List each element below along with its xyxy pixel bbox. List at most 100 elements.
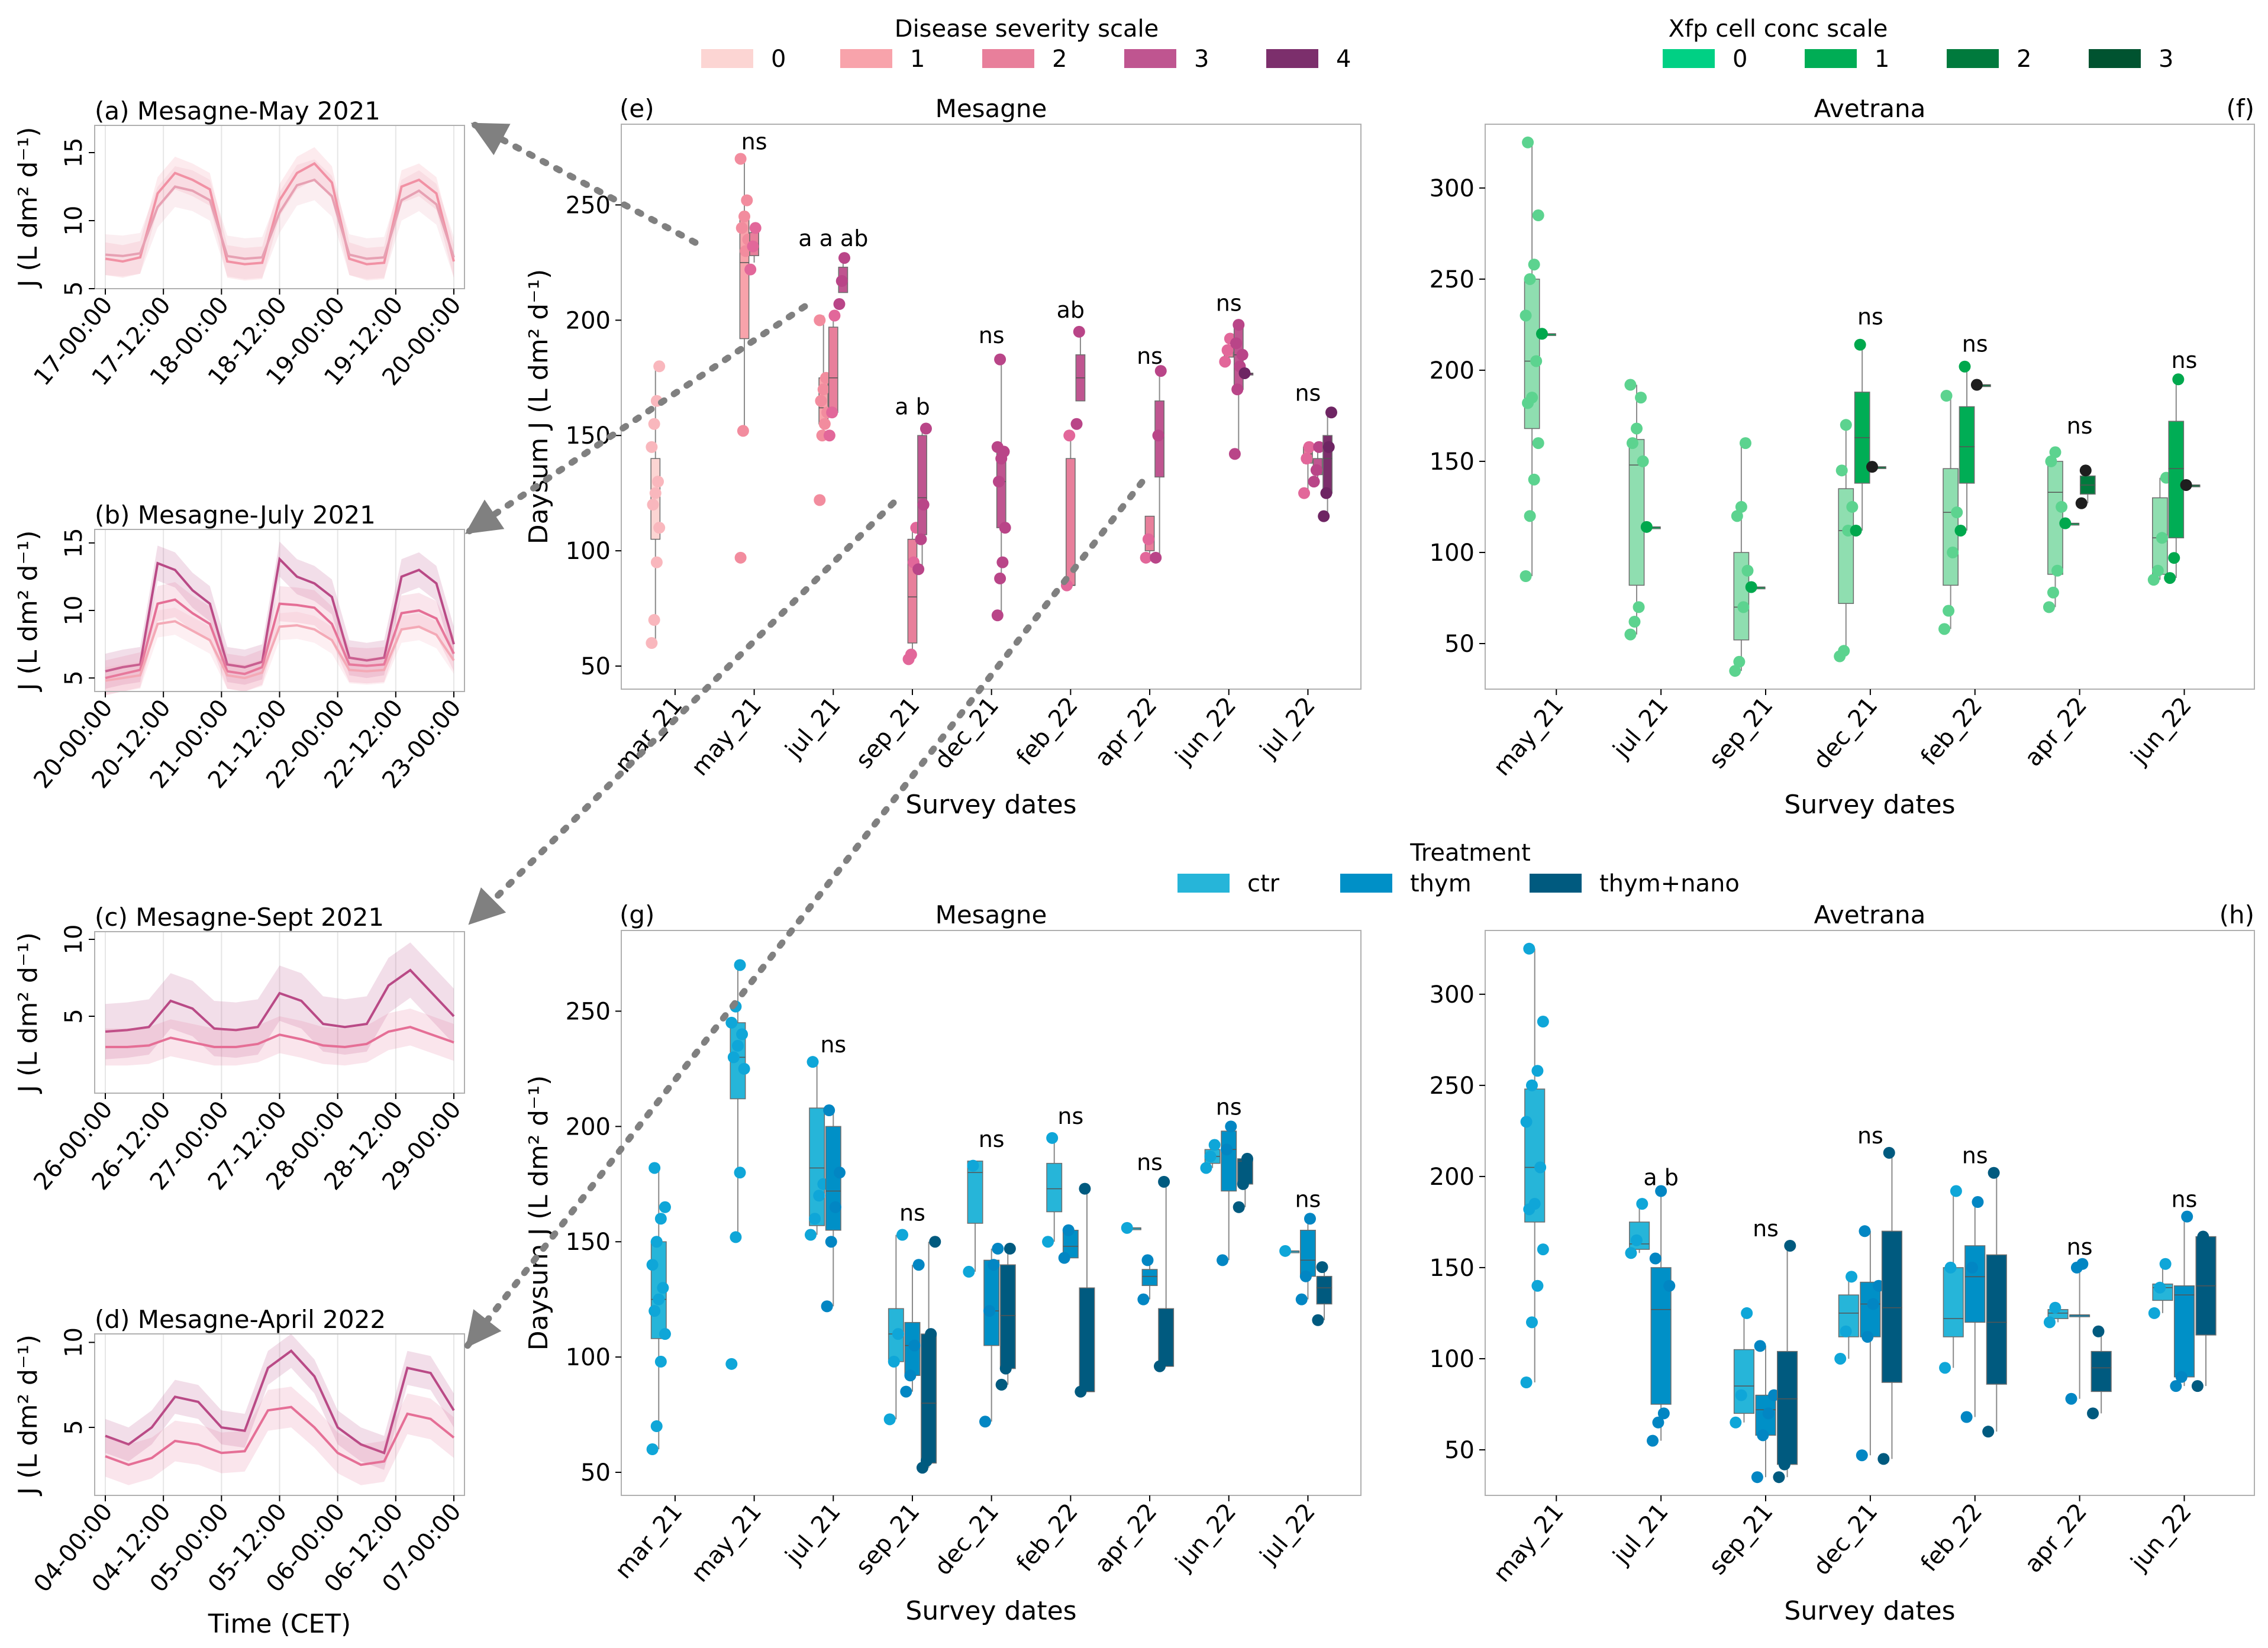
data-point: [2180, 479, 2192, 491]
data-point: [1152, 429, 1164, 442]
x-tick-label: feb_22: [1915, 1498, 1988, 1577]
data-point: [1834, 1352, 1847, 1365]
data-point: [963, 1265, 975, 1278]
box-feb_22-3: [1070, 325, 1086, 430]
y-axis-label: J (L dm² d⁻¹): [13, 127, 43, 289]
x-tick-label: jul_21: [780, 1498, 846, 1570]
data-point: [1866, 461, 1878, 473]
significance-label: ns: [1216, 1094, 1242, 1120]
box-apr_22-thym: [1137, 1254, 1158, 1306]
y-axis-label: J (L dm² d⁻¹): [13, 932, 43, 1094]
y-tick-label: 250: [566, 192, 611, 219]
box: [921, 1333, 937, 1464]
x-tick-label: may_21: [1488, 1498, 1569, 1588]
box-sep_21-ctr: [883, 1229, 909, 1426]
y-axis-label: J (L dm² d⁻¹): [13, 530, 43, 692]
data-point: [1751, 1471, 1763, 1484]
data-point: [1531, 1279, 1544, 1292]
data-point: [1735, 500, 1747, 513]
data-point: [1137, 1293, 1150, 1306]
data-point: [1322, 441, 1335, 453]
data-point: [1773, 1471, 1785, 1484]
series-line: [105, 557, 455, 673]
x-tick-label: jun_22: [2125, 692, 2197, 770]
x-tick-label: apr_22: [1089, 692, 1162, 772]
data-point: [731, 1039, 744, 1052]
box: [1943, 1267, 1964, 1337]
data-point: [1241, 1152, 1253, 1165]
confidence-band: [105, 1009, 454, 1066]
data-point: [650, 1420, 663, 1433]
data-point: [912, 563, 925, 576]
data-point: [1141, 1254, 1154, 1266]
box-jul_21-thym: [821, 1104, 846, 1313]
severity-legend-swatch: [840, 49, 892, 68]
data-point: [1303, 441, 1315, 453]
data-point: [1308, 476, 1320, 488]
data-point: [1729, 665, 1741, 677]
data-point: [1519, 570, 1532, 582]
box-jul_22-thym+nano: [1312, 1261, 1333, 1326]
data-point: [1042, 1236, 1054, 1248]
treatment-legend-label: ctr: [1247, 870, 1280, 897]
data-point: [1784, 1239, 1796, 1252]
box-dec_21-0: [1834, 419, 1859, 663]
significance-label: ns: [1753, 1216, 1779, 1242]
data-point: [1526, 392, 1538, 404]
data-point: [1840, 419, 1852, 431]
data-point: [2043, 601, 2055, 613]
significance-label: ns: [1857, 303, 1883, 329]
y-tick-label: 150: [566, 1229, 611, 1256]
panels: 5101517-00:0017-12:0018-00:0018-12:0019-…: [13, 94, 2255, 1639]
data-point: [2191, 1380, 2204, 1392]
y-tick-label: 200: [566, 1113, 611, 1140]
y-axis-label-group: Daysum J (L dm² d⁻¹): [524, 269, 554, 545]
x-tick-label: jul_22: [1254, 692, 1321, 764]
x-axis-label: Survey dates: [1784, 1596, 1955, 1626]
data-point: [1142, 533, 1154, 545]
series-line: [105, 968, 455, 1033]
data-point: [1636, 1198, 1648, 1210]
data-point: [1004, 1242, 1016, 1255]
box-sep_21-1: [1745, 581, 1766, 593]
data-point: [809, 1213, 821, 1225]
box-jul_22-3: [1308, 441, 1325, 488]
severity-legend-label: 1: [910, 46, 925, 73]
data-point: [983, 1305, 996, 1317]
x-tick-label: sep_21: [850, 1498, 925, 1580]
significance-label: ns: [1295, 380, 1321, 406]
data-point: [1310, 464, 1322, 476]
box-sep_21-3: [912, 422, 932, 576]
box-feb_22-2: [1060, 429, 1076, 592]
data-point: [1200, 1162, 1212, 1174]
data-point: [817, 383, 830, 396]
data-point: [1850, 524, 1862, 537]
series-line: [105, 178, 455, 260]
confidence-band: [105, 942, 454, 1059]
data-point: [1939, 1362, 1951, 1374]
box: [1964, 1245, 1986, 1323]
y-tick-label: 10: [60, 206, 88, 236]
box-may_21-0: [1519, 136, 1544, 582]
significance-label: ns: [2172, 347, 2198, 373]
box-jun_22-thym: [1217, 1120, 1237, 1266]
box: [1158, 1308, 1175, 1367]
data-point: [994, 572, 1006, 584]
data-point: [1846, 1271, 1858, 1283]
significance-label: ns: [899, 1200, 925, 1226]
box: [1141, 1269, 1158, 1287]
data-point: [917, 499, 930, 511]
connector-arrow-c: [467, 499, 897, 926]
significance-label: ns: [1295, 1186, 1321, 1212]
data-point: [734, 959, 746, 971]
x-tick-label: mar_21: [609, 692, 688, 778]
box-jun_22-thym+nano: [2191, 1230, 2217, 1392]
y-tick-label: 250: [566, 998, 611, 1025]
data-point: [888, 1355, 900, 1368]
box-may_21-1: [1535, 328, 1556, 340]
panel-title: Avetrana: [1814, 94, 1926, 123]
data-point: [653, 1293, 665, 1306]
data-point: [1663, 1279, 1676, 1292]
x-tick-label: sep_21: [1704, 1498, 1778, 1580]
